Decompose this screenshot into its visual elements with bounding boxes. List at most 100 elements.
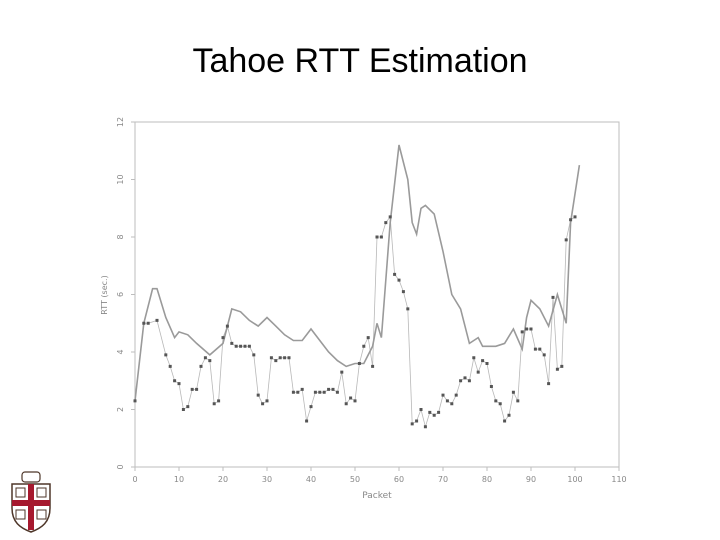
sample-rtt-point [551, 295, 555, 299]
sample-rtt-point [485, 362, 489, 365]
sample-rtt-point [410, 422, 414, 426]
rtt-chart: 0 10 20 30 40 50 60 70 80 90 100 110 0 2 4 6 8 10 12 Pack… [100, 117, 627, 501]
sample-rtt-point [199, 364, 203, 368]
sample-rtt-point [173, 379, 177, 383]
x-axis-ticks: 0 10 20 30 40 50 60 70 80 90 100 110 [132, 467, 627, 484]
sample-rtt-point [555, 367, 559, 371]
x-tick-label: 40 [306, 475, 316, 484]
sample-rtt-point [573, 215, 577, 219]
y-tick-label: 10 [116, 174, 125, 184]
sample-rtt-point [349, 396, 353, 400]
sample-rtt-point [212, 402, 216, 406]
sample-rtt-point [327, 387, 331, 391]
x-tick-label: 90 [526, 475, 536, 484]
x-axis-label: Packet [362, 491, 392, 501]
x-tick-label: 30 [262, 475, 272, 484]
sample-rtt-point [542, 353, 546, 357]
sample-rtt-point [388, 215, 392, 219]
sample-rtt-point [547, 382, 551, 386]
sample-rtt-point [507, 413, 511, 417]
y-tick-label: 8 [116, 234, 125, 239]
sample-rtt-point [375, 235, 379, 239]
university-shield-logo [11, 471, 51, 533]
sample-rtt-point [181, 408, 185, 411]
sample-rtt-point [278, 356, 282, 360]
sample-rtt-point [441, 393, 445, 397]
sample-rtt-point [133, 399, 137, 403]
sample-rtt-point [423, 425, 427, 429]
sample-rtt-point [247, 344, 251, 348]
sample-rtt-point [274, 359, 278, 363]
y-tick-label: 2 [116, 407, 125, 412]
x-tick-label: 60 [394, 475, 404, 484]
sample-rtt-point [269, 356, 273, 360]
sample-rtt-point [195, 387, 199, 391]
sample-rtt-point [331, 387, 335, 391]
sample-rtt-point [309, 405, 313, 409]
sample-rtt-point [415, 419, 419, 423]
sample-rtt-point [203, 356, 207, 360]
estimated-rtt-line [134, 144, 581, 401]
sample-rtt-point [265, 399, 269, 403]
x-tick-label: 100 [567, 475, 582, 484]
sample-rtt-point [520, 330, 524, 334]
sample-rtt-point [142, 321, 146, 325]
sample-rtt-line [134, 215, 576, 429]
sample-rtt-point [450, 402, 454, 406]
sample-rtt-point [252, 353, 256, 357]
sample-rtt-point [256, 393, 260, 397]
sample-rtt-point [313, 390, 317, 394]
x-tick-label: 70 [438, 475, 448, 484]
sample-rtt-point [353, 399, 357, 403]
sample-rtt-point [393, 272, 397, 276]
sample-rtt-point [340, 370, 344, 374]
sample-rtt-point [533, 347, 537, 351]
sample-rtt-point [261, 402, 265, 406]
sample-rtt-point [322, 390, 326, 394]
y-axis-label: RTT (sec.) [100, 275, 109, 314]
sample-rtt-point [291, 390, 295, 394]
x-tick-label: 80 [482, 475, 492, 484]
sample-rtt-point [472, 356, 476, 360]
sample-rtt-point [419, 408, 423, 411]
sample-rtt-point [168, 364, 172, 368]
sample-rtt-point [155, 318, 159, 322]
slide-title: Tahoe RTT Estimation [192, 42, 528, 80]
x-tick-label: 0 [132, 475, 137, 484]
sample-rtt-point [243, 344, 247, 348]
sample-rtt-point [569, 218, 573, 222]
sample-rtt-point [287, 356, 291, 360]
sample-rtt-point [432, 413, 436, 417]
sample-rtt-point [459, 379, 463, 383]
sample-rtt-point [564, 238, 568, 242]
sample-rtt-point [476, 370, 480, 374]
sample-rtt-point [335, 390, 339, 394]
sample-rtt-point [445, 399, 449, 403]
y-tick-label: 4 [116, 349, 125, 354]
sample-rtt-point [538, 347, 542, 351]
sample-rtt-point [454, 393, 458, 397]
sample-rtt-point [384, 221, 388, 225]
sample-rtt-point [177, 382, 181, 386]
sample-rtt-point [208, 359, 212, 363]
sample-rtt-point [511, 390, 515, 394]
x-tick-label: 20 [218, 475, 228, 484]
sample-rtt-point [357, 362, 361, 365]
plot-frame [134, 121, 620, 468]
y-tick-label: 0 [116, 464, 125, 469]
x-tick-label: 110 [611, 475, 626, 484]
sample-rtt-point [296, 390, 300, 394]
sample-rtt-point [560, 364, 564, 368]
sample-rtt-point [366, 336, 370, 340]
sample-rtt-point [463, 376, 467, 380]
y-axis-ticks: 0 2 4 6 8 10 12 [116, 117, 135, 470]
series-layer [133, 144, 581, 429]
sample-rtt-point [217, 399, 221, 403]
y-tick-label: 12 [116, 117, 125, 127]
sample-rtt-point [146, 321, 150, 325]
sample-rtt-point [525, 327, 529, 331]
sample-rtt-point [489, 385, 493, 388]
sample-rtt-point [318, 390, 322, 394]
sample-rtt-point [362, 344, 366, 348]
sample-rtt-point [494, 399, 498, 403]
